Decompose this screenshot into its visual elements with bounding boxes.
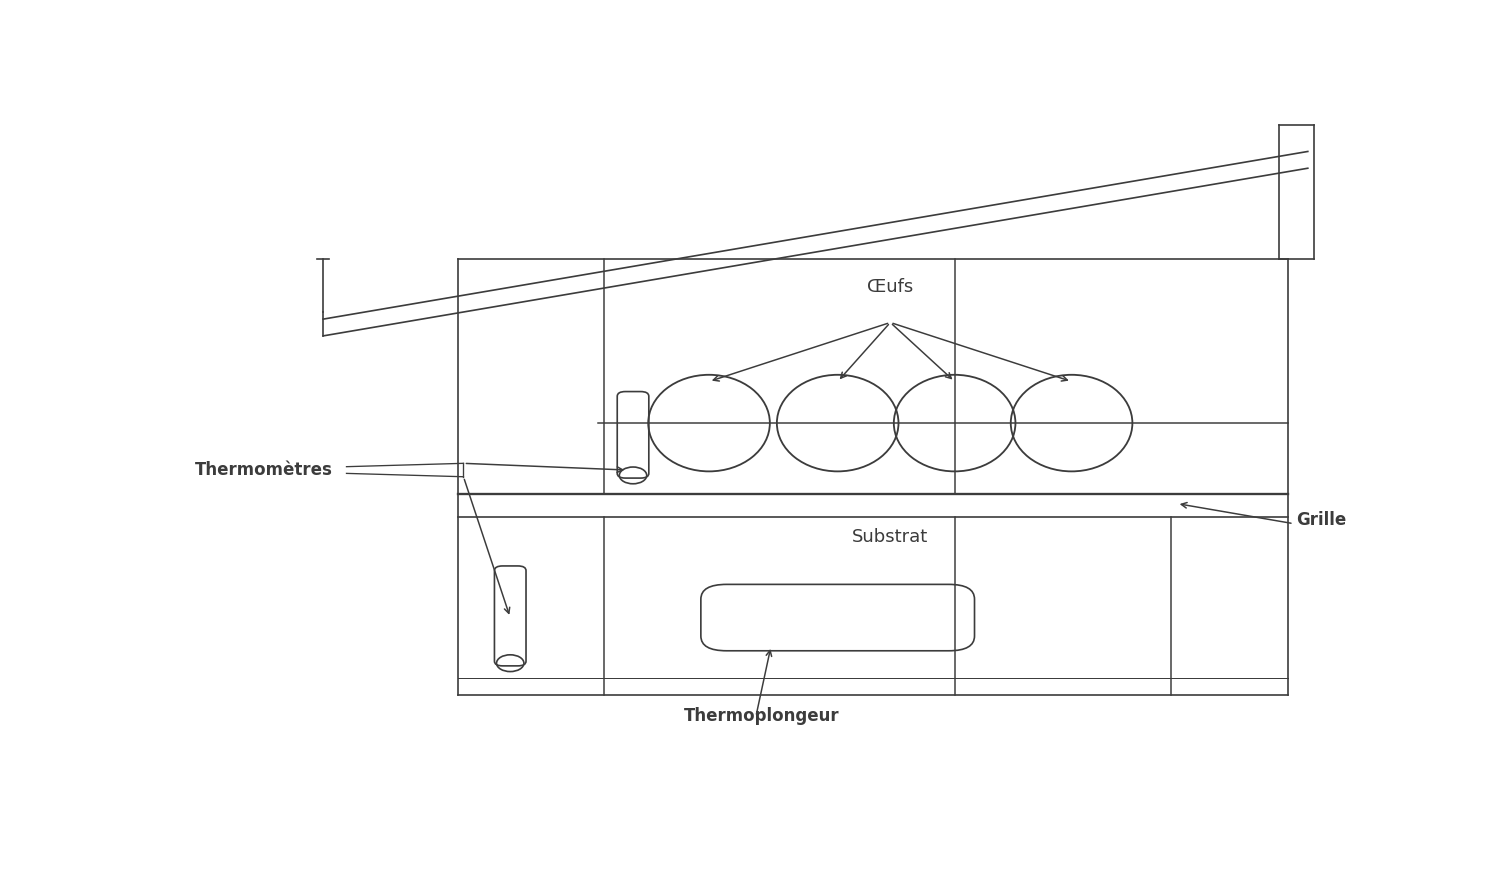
Text: Œufs: Œufs [868, 278, 913, 295]
Text: Thermomètres: Thermomètres [195, 461, 332, 479]
Text: Grille: Grille [1296, 511, 1346, 530]
Text: Thermoplongeur: Thermoplongeur [684, 707, 839, 725]
Text: Substrat: Substrat [853, 528, 928, 546]
